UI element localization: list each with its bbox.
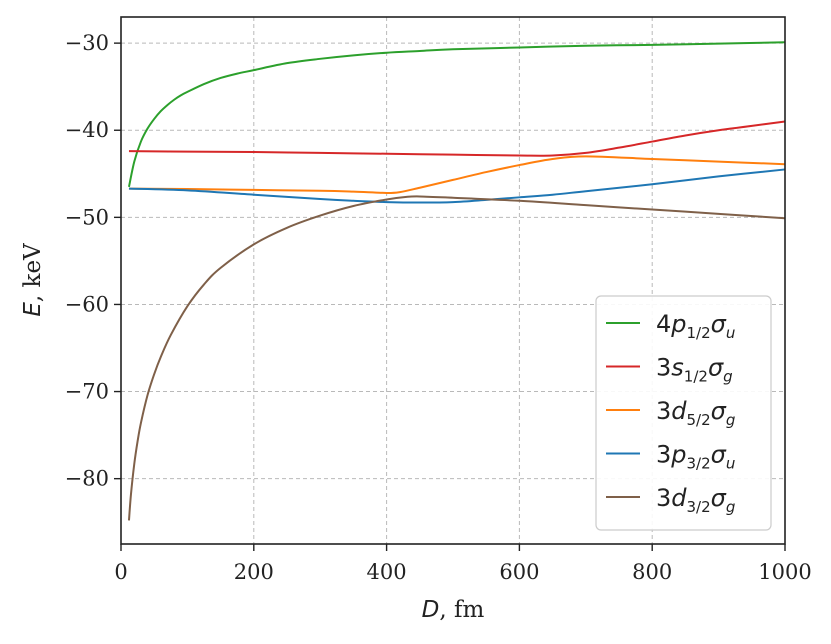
legend-label-part: d [671, 397, 687, 425]
legend-label-part: σ [708, 354, 724, 382]
y-tick-label: −50 [65, 205, 109, 229]
legend-label-part: σ [711, 310, 727, 338]
y-tick-label: −70 [65, 380, 109, 404]
y-axis-variable: E [20, 302, 46, 317]
legend-box [595, 295, 772, 531]
legend-label-part: σ [711, 397, 727, 425]
legend-label-part: g [726, 498, 736, 516]
legend-label-part: 3 [656, 441, 671, 469]
series-line-1 [127, 41, 786, 188]
legend-label-part: 5/2 [687, 411, 711, 429]
legend-label-part: s [671, 354, 684, 382]
legend-label-part: 4 [656, 310, 671, 338]
legend-label-part: 3 [656, 397, 671, 425]
y-tick-label: −40 [65, 118, 109, 142]
legend-label-part: d [671, 484, 687, 512]
y-axis-unit: , keV [20, 243, 46, 302]
x-tick-label: 600 [499, 560, 539, 584]
legend-label-part: u [726, 324, 736, 342]
x-tick-label: 1000 [758, 560, 811, 584]
legend-label-part: σ [711, 441, 727, 469]
axis-ticks: 0 200 400 600 800 1000 −30 −40 −50 −60 −70 −80 [65, 31, 812, 584]
legend-label-part: 3 [656, 354, 671, 382]
legend-label-4: 3p3/2σu [656, 441, 735, 473]
x-tick-label: 200 [234, 560, 274, 584]
legend-label-part: p [670, 441, 686, 469]
legend-label-5: 3d3/2σg [656, 484, 735, 516]
x-tick-label: 0 [114, 560, 127, 584]
x-axis-variable: D [422, 597, 440, 623]
y-tick-label: −80 [65, 467, 109, 491]
legend-label-3: 3d5/2σg [656, 397, 735, 429]
legend-label-part: 3 [656, 484, 671, 512]
x-tick-label: 400 [367, 560, 407, 584]
legend-label-part: σ [711, 484, 727, 512]
x-axis-unit: , fm [439, 597, 484, 623]
x-tick-label: 800 [632, 560, 672, 584]
legend-label-1: 4p1/2σu [656, 310, 735, 342]
y-axis-title: E, keV [20, 243, 46, 317]
legend-label-part: g [723, 368, 733, 386]
legend-label-part: 1/2 [684, 368, 708, 386]
series-line-2 [128, 120, 786, 157]
legend-label-part: 3/2 [687, 498, 711, 516]
legend-label-part: 1/2 [687, 324, 711, 342]
plot-frame [120, 16, 786, 545]
legend-label-part: 3/2 [687, 455, 711, 473]
legend-label-part: u [726, 455, 736, 473]
series-line-4 [128, 168, 786, 204]
legend-label-2: 3s1/2σg [656, 354, 733, 386]
series-line-3 [128, 155, 786, 194]
legend-label-part: g [726, 411, 736, 429]
x-axis-title: D, fm [422, 597, 485, 623]
plot-series [127, 41, 786, 521]
y-tick-label: −60 [65, 292, 109, 316]
legend-label-part: p [670, 310, 686, 338]
series-line-5 [127, 195, 786, 521]
y-tick-label: −30 [65, 31, 109, 55]
